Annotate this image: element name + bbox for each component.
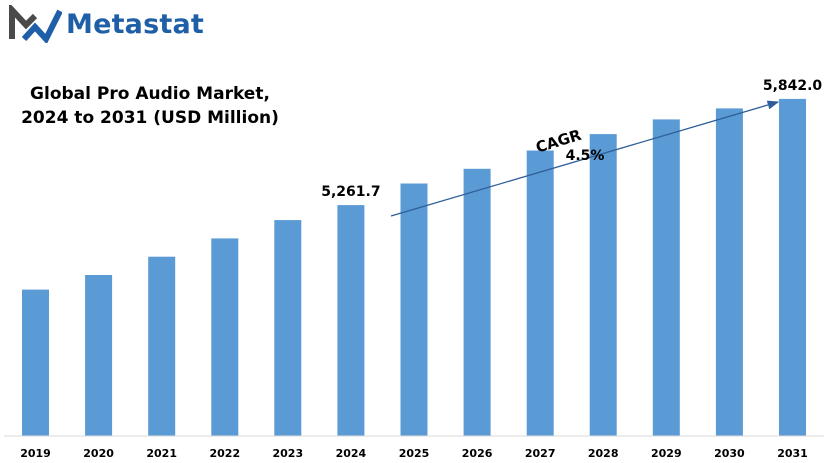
x-tick-label-2021: 2021 — [146, 447, 177, 460]
x-tick-label-2030: 2030 — [714, 447, 745, 460]
data-label-2031: 5,842.0 — [763, 78, 823, 94]
cagr-arrow — [390, 100, 780, 217]
bar-2026 — [463, 168, 491, 437]
bar-2027 — [526, 150, 554, 436]
bar-2019 — [22, 289, 49, 436]
x-tick-label-2031: 2031 — [777, 447, 808, 460]
brand-name: Metastat — [66, 8, 205, 40]
bar-2020 — [85, 275, 113, 436]
x-tick-label-2024: 2024 — [336, 447, 367, 460]
bar-2024 — [337, 205, 365, 436]
x-tick-label-2029: 2029 — [651, 447, 682, 460]
cagr-value: 4.5% — [566, 148, 605, 164]
x-tick-label-2027: 2027 — [525, 447, 556, 460]
x-tick-label-2020: 2020 — [83, 447, 114, 460]
x-tick-label-2019: 2019 — [20, 447, 51, 460]
x-tick-label-2026: 2026 — [462, 447, 493, 460]
data-labels: 5,261.7 5,842.0 — [321, 78, 822, 200]
x-tick-label-2023: 2023 — [272, 447, 303, 460]
chart-title-line-2: 2024 to 2031 (USD Million) — [21, 108, 279, 128]
x-tick-label-2022: 2022 — [209, 447, 240, 460]
data-label-2024: 5,261.7 — [321, 184, 380, 200]
bar-2031 — [779, 98, 806, 437]
chart-title: Global Pro Audio Market, 2024 to 2031 (U… — [20, 82, 280, 130]
bar-2022 — [211, 238, 239, 436]
x-tick-labels: 2019 2020 2021 2022 2023 2024 2025 2026 2027 2028… — [20, 447, 808, 460]
bar-2030 — [715, 108, 743, 437]
x-tick-label-2025: 2025 — [399, 447, 430, 460]
bars-group — [22, 98, 806, 437]
brand-logo: Metastat — [8, 4, 204, 44]
bar-2028 — [589, 134, 617, 436]
metastat-m-logo-icon — [9, 5, 62, 43]
bar-2025 — [400, 183, 428, 436]
chart-title-line-1: Global Pro Audio Market, — [30, 84, 270, 104]
bar-2029 — [652, 119, 680, 437]
bar-2023 — [274, 220, 302, 436]
bar-2021 — [148, 256, 176, 436]
x-tick-label-2028: 2028 — [588, 447, 619, 460]
